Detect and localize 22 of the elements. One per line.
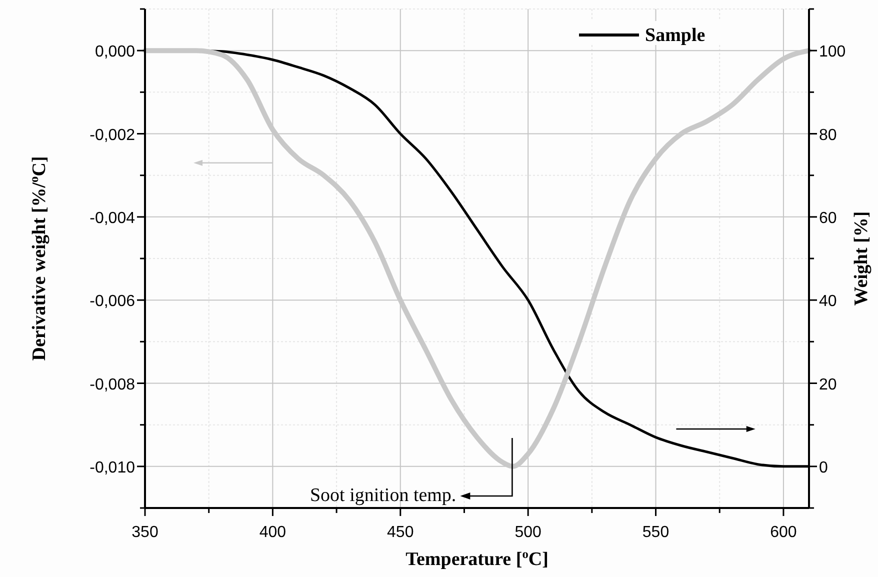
legend-label: Sample [645, 25, 706, 46]
x-tick-label: 550 [642, 524, 670, 541]
y2-axis-title: Weight [%] [851, 211, 872, 306]
annotation: Soot ignition temp. [310, 485, 456, 506]
y-tick-label: -0,006 [90, 293, 136, 310]
y-tick-label: -0,010 [90, 459, 136, 476]
x-axis-title: Temperature [$^{o}$C] [406, 547, 548, 570]
y2-tick-label: 0 [819, 459, 828, 476]
y-tick-label: 0,000 [94, 44, 136, 61]
y-tick-label: -0,008 [90, 376, 136, 394]
y2-tick-label: 100 [819, 44, 846, 61]
y-tick-label: -0,004 [90, 210, 136, 227]
y2-tick-label: 60 [819, 210, 837, 227]
y2-tick-label: 80 [819, 126, 837, 144]
x-tick-label: 600 [770, 524, 797, 541]
x-tick-label: 350 [132, 524, 158, 541]
x-tick-label: 400 [259, 524, 286, 541]
y2-tick-label: 20 [819, 376, 837, 394]
x-tick-label: 500 [514, 524, 542, 541]
y2-tick-label: 40 [819, 293, 837, 310]
y-tick-label: -0,002 [90, 126, 136, 144]
x-tick-label: 450 [387, 524, 414, 541]
